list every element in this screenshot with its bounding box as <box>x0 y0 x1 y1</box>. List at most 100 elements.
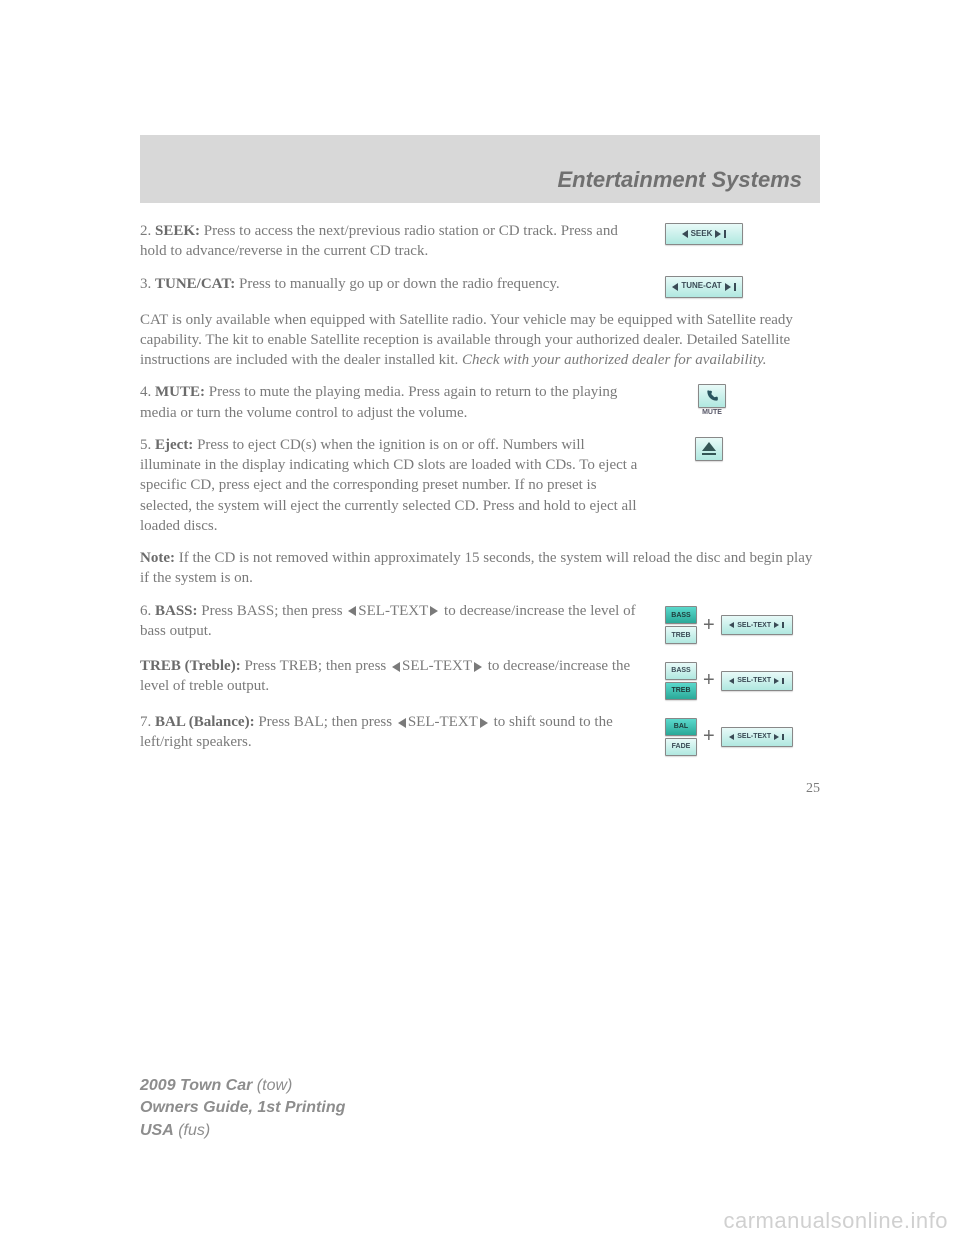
treb-combo: BASS TREB + SEL-TEXT <box>665 662 793 700</box>
mute-button[interactable] <box>698 384 726 408</box>
section-title: Entertainment Systems <box>557 167 802 193</box>
treb-stack: BASS TREB <box>665 662 697 700</box>
arrow-right-icon <box>430 606 438 616</box>
item-seek: 2. SEEK: Press to access the next/previo… <box>140 221 820 262</box>
bal-text: 7. BAL (Balance): Press BAL; then press … <box>140 712 647 756</box>
item-treb: TREB (Treble): Press TREB; then press SE… <box>140 656 820 700</box>
tune-btn-label: TUNE-CAT <box>681 281 721 292</box>
arrow-left-icon <box>392 662 400 672</box>
treb-icon-col: BASS TREB + SEL-TEXT <box>665 656 820 700</box>
footer-line-1: 2009 Town Car (tow) <box>140 1075 345 1097</box>
plus-icon: + <box>703 723 715 750</box>
arrow-left-icon <box>672 283 678 291</box>
item-label: Eject: <box>155 437 193 453</box>
sel-btn-label: SEL-TEXT <box>737 621 771 630</box>
seek-btn-label: SEEK <box>691 229 713 240</box>
item-number: 7. <box>140 714 151 730</box>
tune-button[interactable]: TUNE-CAT <box>665 276 743 298</box>
item-desc: Press to eject CD(s) when the ignition i… <box>140 437 637 534</box>
arrow-left-icon <box>729 734 734 740</box>
item-mute: 4. MUTE: Press to mute the playing media… <box>140 382 820 423</box>
content-body: 2. SEEK: Press to access the next/previo… <box>140 221 820 799</box>
sel-btn-label: SEL-TEXT <box>737 732 771 741</box>
arrow-right-icon <box>474 662 482 672</box>
sel-text-button[interactable]: SEL-TEXT <box>721 671 793 691</box>
sel-btn-label: SEL-TEXT <box>737 676 771 685</box>
page-number: 25 <box>140 780 820 799</box>
item-number: 3. <box>140 276 151 292</box>
item-number: 4. <box>140 384 151 400</box>
item-bal: 7. BAL (Balance): Press BAL; then press … <box>140 712 820 756</box>
item-desc: Press to manually go up or down the radi… <box>235 276 559 292</box>
item-label: TREB (Treble): <box>140 658 241 674</box>
bass-text: 6. BASS: Press BASS; then press SEL-TEXT… <box>140 601 647 645</box>
fade-button[interactable]: FADE <box>665 738 697 756</box>
footer-guide: Owners Guide, 1st Printing <box>140 1099 345 1116</box>
eject-icon-col <box>665 435 820 536</box>
eject-button[interactable] <box>695 437 723 461</box>
item-label: TUNE/CAT: <box>155 276 235 292</box>
item-label: SEEK: <box>155 223 200 239</box>
item-eject: 5. Eject: Press to eject CD(s) when the … <box>140 435 820 536</box>
eject-text: 5. Eject: Press to eject CD(s) when the … <box>140 435 647 536</box>
tune-text: 3. TUNE/CAT: Press to manually go up or … <box>140 274 647 298</box>
bal-stack: BAL FADE <box>665 718 697 756</box>
seek-icon-col: SEEK <box>665 221 820 262</box>
item-tune: 3. TUNE/CAT: Press to manually go up or … <box>140 274 820 298</box>
item-label: BAL (Balance): <box>155 714 255 730</box>
bass-icon-col: BASS TREB + SEL-TEXT <box>665 601 820 645</box>
bass-button[interactable]: BASS <box>665 606 697 624</box>
arrow-left-icon <box>398 718 406 728</box>
eject-icon <box>702 442 716 455</box>
footer-line-3: USA (fus) <box>140 1120 345 1142</box>
cat-note: CAT is only available when equipped with… <box>140 310 820 371</box>
item-number: 2. <box>140 223 151 239</box>
arrow-right-icon <box>725 283 731 291</box>
footer-line-2: Owners Guide, 1st Printing <box>140 1097 345 1119</box>
eject-note: Note: If the CD is not removed within ap… <box>140 548 820 589</box>
section-header: Entertainment Systems <box>140 135 820 203</box>
note-text: If the CD is not removed within approxim… <box>140 550 812 586</box>
bal-icon-col: BAL FADE + SEL-TEXT <box>665 712 820 756</box>
phone-icon <box>705 389 719 403</box>
note-label: Note: <box>140 550 175 566</box>
bar-icon <box>724 230 726 238</box>
bass-button[interactable]: BASS <box>665 662 697 680</box>
bass-t1: Press BASS; then press <box>198 603 347 619</box>
item-desc: Press to access the next/previous radio … <box>140 223 618 259</box>
bar-icon <box>734 283 736 291</box>
arrow-left-icon <box>729 622 734 628</box>
sel-text-button[interactable]: SEL-TEXT <box>721 615 793 635</box>
plus-icon: + <box>703 667 715 694</box>
bass-stack: BASS TREB <box>665 606 697 644</box>
arrow-right-icon <box>774 734 779 740</box>
item-desc: Press to mute the playing media. Press a… <box>140 384 617 420</box>
sel-text: SEL-TEXT <box>408 714 478 730</box>
plus-icon: + <box>703 612 715 639</box>
item-label: BASS: <box>155 603 198 619</box>
arrow-left-icon <box>682 230 688 238</box>
mute-text: 4. MUTE: Press to mute the playing media… <box>140 382 647 423</box>
treb-button[interactable]: TREB <box>665 682 697 700</box>
bar-icon <box>782 678 784 684</box>
item-label: MUTE: <box>155 384 205 400</box>
bar-icon <box>782 622 784 628</box>
arrow-right-icon <box>480 718 488 728</box>
treb-button[interactable]: TREB <box>665 626 697 644</box>
bar-icon <box>782 734 784 740</box>
seek-button[interactable]: SEEK <box>665 223 743 245</box>
arrow-left-icon <box>348 606 356 616</box>
bal-button[interactable]: BAL <box>665 718 697 736</box>
item-number: 5. <box>140 437 151 453</box>
tune-icon-col: TUNE-CAT <box>665 274 820 298</box>
arrow-right-icon <box>774 622 779 628</box>
item-number: 6. <box>140 603 151 619</box>
bass-combo: BASS TREB + SEL-TEXT <box>665 606 793 644</box>
sel-text-button[interactable]: SEL-TEXT <box>721 727 793 747</box>
sel-text: SEL-TEXT <box>402 658 472 674</box>
cat-note-italic: Check with your authorized dealer for av… <box>462 352 767 368</box>
seek-text: 2. SEEK: Press to access the next/previo… <box>140 221 647 262</box>
bal-combo: BAL FADE + SEL-TEXT <box>665 718 793 756</box>
arrow-right-icon <box>715 230 721 238</box>
arrow-right-icon <box>774 678 779 684</box>
